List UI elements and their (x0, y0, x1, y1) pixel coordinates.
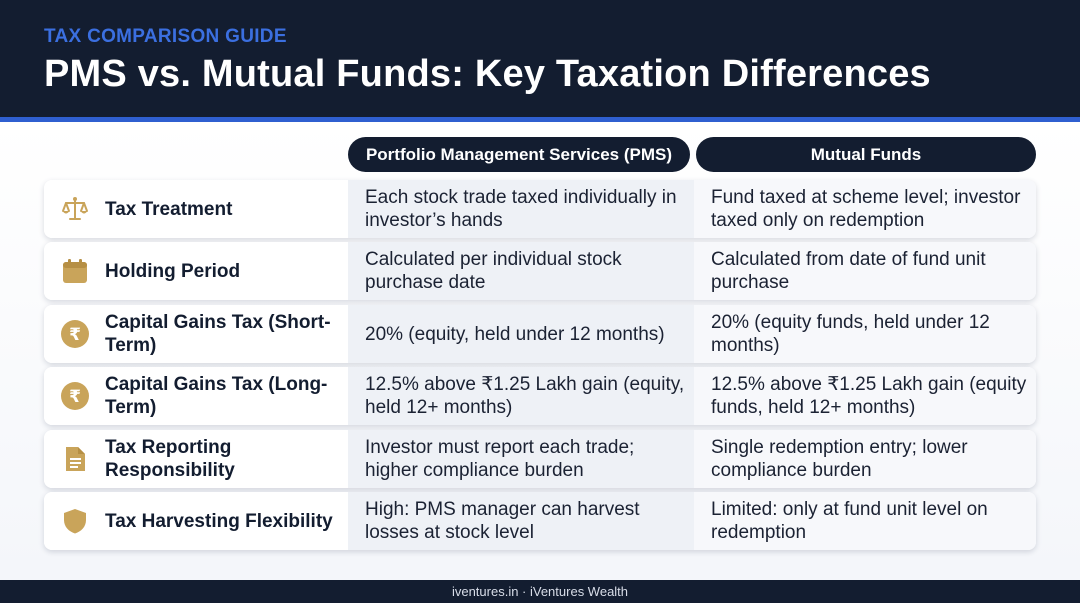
row-label-cell: Tax Harvesting Flexibility (44, 492, 348, 550)
scales-icon (60, 194, 90, 224)
pms-cell: 12.5% above ₹1.25 Lakh gain (equity, hel… (348, 367, 694, 425)
column-header-pms: Portfolio Management Services (PMS) (348, 137, 690, 172)
pms-cell: Investor must report each trade; higher … (348, 430, 694, 488)
row-label: Tax Harvesting Flexibility (105, 510, 333, 532)
mutual-funds-cell: Single redemption entry; lower complianc… (694, 430, 1036, 488)
row-tax-reporting: Tax Reporting Responsibility Investor mu… (44, 430, 1036, 488)
pms-value: Investor must report each trade; higher … (365, 437, 635, 481)
svg-text:₹: ₹ (69, 325, 81, 345)
mutual-funds-value: 12.5% above ₹1.25 Lakh gain (equity fund… (711, 374, 1027, 418)
pms-value: Calculated per individual stock purchase… (365, 249, 622, 293)
row-label: Tax Treatment (105, 198, 233, 220)
pms-value: 12.5% above ₹1.25 Lakh gain (equity, hel… (365, 374, 685, 418)
shield-icon (60, 506, 90, 536)
pms-cell: High: PMS manager can harvest losses at … (348, 492, 694, 550)
row-tax-harvesting: Tax Harvesting Flexibility High: PMS man… (44, 492, 1036, 550)
mutual-funds-cell: Fund taxed at scheme level; investor tax… (694, 180, 1036, 238)
row-label: Holding Period (105, 260, 241, 282)
footer-credit: iventures.in · iVentures Wealth (0, 580, 1080, 603)
header-accent-line (0, 117, 1080, 122)
row-capital-gains-short-term: ₹ Capital Gains Tax (Short-Term) 20% (eq… (44, 305, 1036, 363)
row-tax-treatment: Tax Treatment Each stock trade taxed ind… (44, 180, 1036, 238)
eyebrow-label: TAX COMPARISON GUIDE (44, 26, 287, 47)
document-icon (60, 444, 90, 474)
header-bar (0, 0, 1080, 117)
mutual-funds-cell: 12.5% above ₹1.25 Lakh gain (equity fund… (694, 367, 1036, 425)
mutual-funds-cell: Calculated from date of fund unit purcha… (694, 242, 1036, 300)
pms-value: Each stock trade taxed individually in i… (365, 187, 677, 231)
row-label-cell: ₹ Capital Gains Tax (Long-Term) (44, 367, 348, 425)
row-label-cell: Tax Reporting Responsibility (44, 430, 348, 488)
column-header-mutual-funds: Mutual Funds (696, 137, 1036, 172)
row-holding-period: Holding Period Calculated per individual… (44, 242, 1036, 300)
pms-cell: Each stock trade taxed individually in i… (348, 180, 694, 238)
mutual-funds-value: Single redemption entry; lower complianc… (711, 437, 968, 481)
mutual-funds-value: Limited: only at fund unit level on rede… (711, 499, 988, 543)
pms-value: High: PMS manager can harvest losses at … (365, 499, 640, 543)
row-label-cell: Tax Treatment (44, 180, 348, 238)
row-label-cell: ₹ Capital Gains Tax (Short-Term) (44, 305, 348, 363)
mutual-funds-value: 20% (equity funds, held under 12 months) (711, 312, 990, 356)
mutual-funds-cell: 20% (equity funds, held under 12 months) (694, 305, 1036, 363)
row-label: Tax Reporting Responsibility (105, 437, 235, 481)
rupee-icon: ₹ (60, 319, 90, 349)
calendar-icon (60, 256, 90, 286)
pms-cell: 20% (equity, held under 12 months) (348, 305, 694, 363)
svg-text:₹: ₹ (69, 387, 81, 407)
row-label: Capital Gains Tax (Short-Term) (105, 312, 331, 356)
pms-value: 20% (equity, held under 12 months) (365, 323, 665, 345)
rupee-icon: ₹ (60, 381, 90, 411)
mutual-funds-value: Calculated from date of fund unit purcha… (711, 249, 986, 293)
page-title: PMS vs. Mutual Funds: Key Taxation Diffe… (44, 53, 931, 95)
row-capital-gains-long-term: ₹ Capital Gains Tax (Long-Term) 12.5% ab… (44, 367, 1036, 425)
pms-cell: Calculated per individual stock purchase… (348, 242, 694, 300)
row-label-cell: Holding Period (44, 242, 348, 300)
mutual-funds-cell: Limited: only at fund unit level on rede… (694, 492, 1036, 550)
mutual-funds-value: Fund taxed at scheme level; investor tax… (711, 187, 1021, 231)
row-label: Capital Gains Tax (Long-Term) (105, 374, 328, 418)
